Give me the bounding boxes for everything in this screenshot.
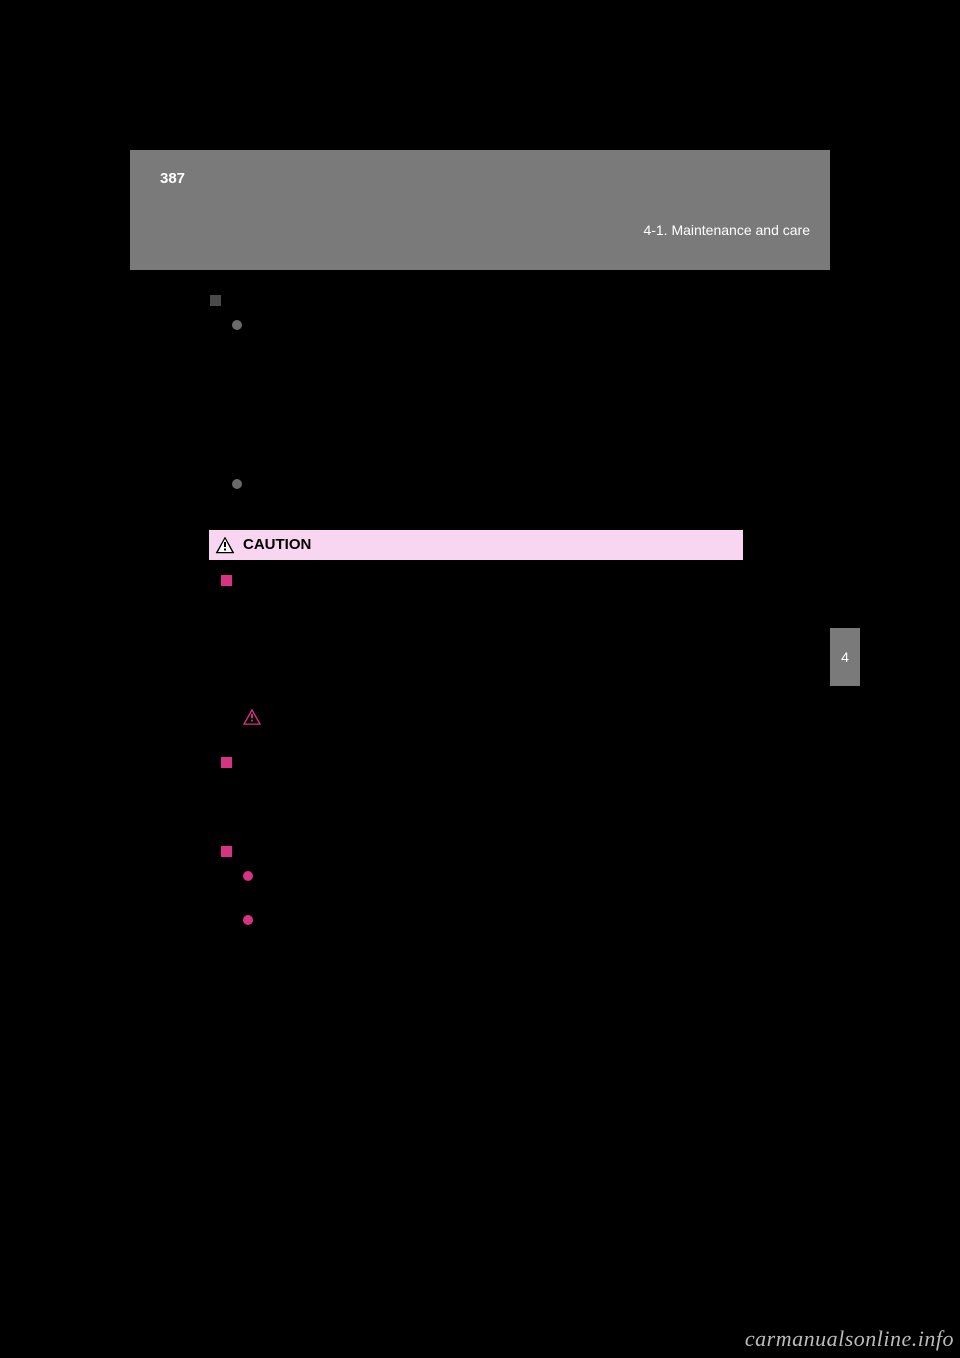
caution-heading: Water in the vehicle: [221, 571, 731, 590]
header-band: [130, 150, 830, 270]
chapter-tab: 4: [830, 628, 860, 686]
body-text-span: Do not get any of the SRS components or …: [243, 684, 655, 698]
warning-triangle-icon: [243, 709, 261, 725]
body-text: An electrical malfunction may cause the …: [243, 707, 731, 745]
caution-heading-text: Water in the vehicle: [241, 573, 350, 587]
body-text: Doing so may cause the hybrid battery, e…: [243, 639, 731, 677]
caution-heading-text: Cleaning detergents: [241, 844, 353, 858]
caution-heading: Cleaning the interior (especially instru…: [221, 753, 731, 772]
square-bullet-pink-icon: [221, 757, 232, 768]
circle-bullet-pink-icon: [243, 871, 253, 881]
caution-header: CAUTION: [208, 529, 744, 560]
square-bullet-pink-icon: [221, 575, 232, 586]
body-text: Wipe the surface with a dry, soft cloth …: [232, 427, 740, 467]
circle-bullet-icon: [232, 479, 242, 489]
square-bullet-icon: [210, 295, 221, 306]
body-text: Do not use polish wax or polish cleaner.…: [243, 777, 731, 833]
square-bullet-pink-icon: [221, 846, 232, 857]
watermark: carmanualsonline.info: [745, 1326, 954, 1352]
list-item-text: Remove dirt and dust using a vacuum clea…: [232, 316, 714, 351]
heading-leather: Cleaning the leather areas: [210, 290, 740, 310]
caution-title: CAUTION: [243, 533, 311, 556]
circle-bullet-pink-icon: [243, 915, 253, 925]
caution-body: Water in the vehicle Do not splash or sp…: [208, 561, 744, 969]
body-text: Wring out any excess water from the clot…: [232, 383, 740, 423]
page-number: 387: [160, 170, 185, 187]
page-content: Cleaning the leather areas Remove dirt a…: [210, 290, 740, 968]
heading-leather-text: Cleaning the leather areas: [231, 292, 384, 307]
circle-bullet-icon: [232, 320, 242, 330]
warning-triangle-icon: [215, 536, 235, 554]
list-item: Remove dirt and dust using a vacuum clea…: [232, 314, 740, 354]
body-text: Do not get any of the SRS components or …: [243, 682, 731, 701]
caution-box: CAUTION Water in the vehicle Do not spla…: [208, 529, 744, 968]
list-item: Non-seat portions: Organic substances su…: [243, 910, 731, 948]
body-text: Do not splash or spill liquid in the veh…: [243, 595, 731, 633]
list-item-text: Do not use the following types of deterg…: [243, 868, 725, 901]
section-title: 4-1. Maintenance and care: [643, 222, 810, 238]
body-text: Use a diluted water solution of approxim…: [232, 358, 740, 378]
page-ref: (→P. 108): [659, 684, 714, 698]
caution-heading: Cleaning detergents: [221, 842, 731, 861]
list-item: Do not use the following types of deterg…: [243, 866, 731, 904]
body-text-span: An electrical malfunction may cause the …: [243, 709, 717, 742]
list-item-text: Non-seat portions: Organic substances su…: [243, 912, 705, 945]
list-item: Since genuine leather is a natural mater…: [232, 473, 740, 513]
chapter-tab-number: 4: [841, 649, 849, 665]
list-item-text: Since genuine leather is a natural mater…: [232, 475, 737, 510]
caution-heading-text: Cleaning the interior (especially instru…: [241, 755, 515, 769]
